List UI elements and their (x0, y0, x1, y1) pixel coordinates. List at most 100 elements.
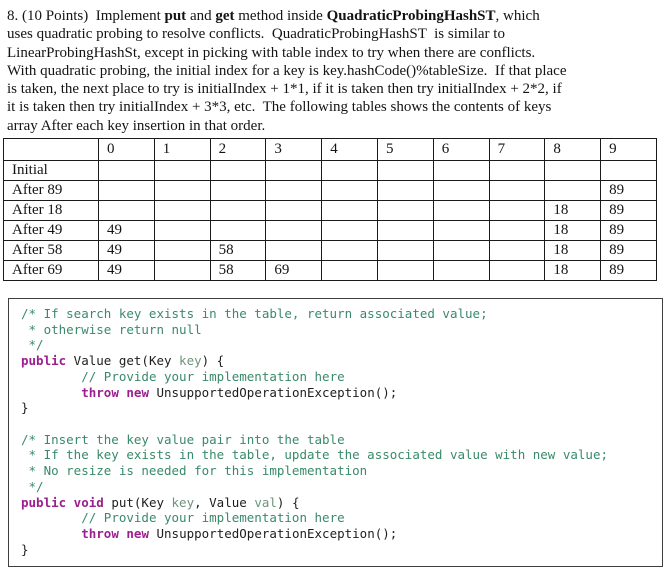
hash-table-row: After 89 89 (3, 180, 657, 202)
hash-table-cell: 49 (98, 220, 155, 242)
hash-table-cell: 18 (544, 220, 602, 242)
code-plain-segment: Value get(Key (66, 353, 180, 369)
hash-table-cell: 89 (600, 200, 657, 222)
question-text-segment: array After each key insertion in that o… (7, 117, 266, 134)
code-line: // Provide your implementation here (21, 510, 656, 526)
index-header-cell: 4 (321, 138, 378, 162)
hash-table-cell (376, 220, 434, 242)
code-line: * otherwise return null (21, 322, 656, 338)
hash-table-cell (488, 240, 546, 262)
code-plain-segment: } (21, 541, 29, 557)
index-header-cell: 6 (432, 138, 490, 162)
hash-table-cell (321, 240, 378, 262)
hash-table-body: Initial After 89 89 After 18 18 89 After 49 49 1… (3, 160, 657, 282)
hash-table-cell: 89 (600, 180, 657, 202)
hash-table-cell (153, 240, 211, 262)
hash-table-cell (153, 260, 211, 282)
code-line: // Provide your implementation here (21, 369, 656, 385)
code-line: public void put(Key key, Value val) { (21, 495, 656, 511)
index-header-cell: 0 (98, 138, 155, 162)
hash-table-cell (98, 160, 155, 182)
hash-table-cell (376, 180, 434, 202)
question-text-segment: LinearProbingHashSt, except in picking w… (7, 44, 536, 61)
question-text-segment: With quadratic probing, the initial inde… (7, 62, 567, 79)
hash-table-cell: 58 (209, 240, 267, 262)
index-header-cell: 5 (376, 138, 434, 162)
hash-table-cell: 58 (209, 260, 267, 282)
code-plain-segment (21, 526, 81, 541)
hash-table-cell (544, 180, 602, 202)
index-header-cell: 9 (600, 138, 657, 162)
code-parameter-segment: val (254, 494, 277, 510)
code-line: throw new UnsupportedOperationException(… (21, 526, 656, 542)
hash-table-cell (600, 160, 657, 182)
code-comment-segment: */ (21, 337, 44, 353)
question-line: With quadratic probing, the initial inde… (7, 62, 667, 80)
question-bold-term: put (164, 8, 187, 24)
code-plain-segment (21, 510, 81, 525)
code-comment-segment: * No resize is needed for this implement… (21, 463, 368, 479)
code-plain-segment: UnsupportedOperationException(); (148, 525, 398, 541)
question-text-segment: method inside (234, 8, 327, 24)
question-text-segment: is taken, the next place to try is initi… (7, 81, 562, 98)
question-line: array After each key insertion in that o… (7, 117, 667, 135)
code-panel: /* If search key exists in the table, re… (8, 298, 663, 568)
question-text-segment: uses quadratic probing to resolve confli… (7, 26, 505, 43)
code-line: public Value get(Key key) { (21, 353, 656, 369)
question-bold-term: get (215, 8, 235, 24)
hash-table-cell (488, 160, 546, 182)
code-plain-segment (21, 369, 81, 384)
question-text: 8. (10 Points) Implement put and get met… (7, 7, 667, 135)
code-comment-segment: // Provide your implementation here (81, 510, 345, 526)
code-line: } (21, 542, 656, 558)
code-keyword-segment: public void (21, 494, 104, 510)
hash-table-cell: 18 (544, 200, 602, 222)
row-label: After 58 (3, 240, 99, 262)
hash-table-cell (98, 180, 155, 202)
hash-table-cell (98, 200, 155, 222)
hash-table-cell (432, 160, 490, 182)
hash-table-row: After 49 49 18 89 (3, 220, 657, 242)
question-text-segment: 8. (10 Points) Implement (7, 8, 165, 24)
index-header-cell: 7 (488, 138, 546, 162)
code-plain-segment: put(Key (103, 494, 172, 510)
hash-table-cell: 89 (600, 260, 657, 282)
code-plain-segment: UnsupportedOperationException(); (148, 384, 398, 400)
code-line (21, 416, 656, 432)
hash-table-cell (321, 260, 378, 282)
code-keyword-segment: new (126, 525, 149, 541)
question-line: LinearProbingHashSt, except in picking w… (7, 44, 667, 62)
hash-table-cell (376, 260, 434, 282)
hash-table-cell (321, 220, 378, 242)
hash-table-cell (488, 220, 546, 242)
hash-table-cell: 18 (544, 240, 602, 262)
hash-table-cell: 49 (98, 240, 155, 262)
code-plain-segment: ) { (201, 353, 225, 369)
hash-table-cell (432, 180, 490, 202)
hash-table-cell (153, 200, 211, 222)
hash-table-cell (153, 160, 211, 182)
hash-table-cell (544, 160, 602, 182)
code-line: /* Insert the key value pair into the ta… (21, 432, 656, 448)
code-line: */ (21, 479, 656, 495)
index-header-cell: 8 (544, 138, 602, 162)
code-keyword-segment: new (126, 384, 149, 400)
code-plain-segment: , Value (194, 494, 255, 510)
hash-table-cell (321, 160, 378, 182)
hash-table-cell (265, 200, 323, 222)
index-header-cell: 2 (209, 138, 267, 162)
row-label: After 18 (3, 200, 99, 222)
question-text-segment: it is taken then try initialIndex + 3*3,… (7, 99, 552, 116)
code-plain-segment: } (21, 400, 29, 416)
hash-table-cell (488, 180, 546, 202)
hash-table-cell (265, 240, 323, 262)
hash-table-cell (209, 180, 267, 202)
code-line: */ (21, 337, 656, 353)
question-line: is taken, the next place to try is initi… (7, 80, 667, 98)
code-comment-segment: /* If search key exists in the table, re… (21, 306, 488, 322)
hash-table-cell (432, 240, 490, 262)
hash-table-row: After 58 49 58 18 89 (3, 240, 657, 262)
code-comment-segment: */ (21, 478, 44, 494)
index-header-cell: 1 (153, 138, 211, 162)
